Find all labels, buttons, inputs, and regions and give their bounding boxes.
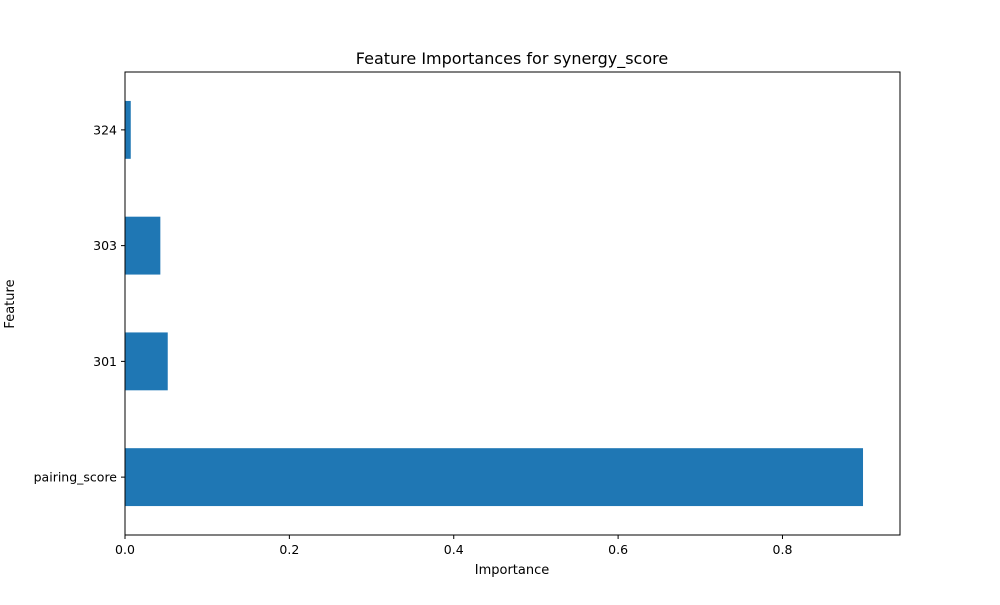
- y-tick-label: 303: [93, 238, 117, 253]
- bars-layer: [125, 100, 864, 507]
- bar-301: [125, 332, 168, 391]
- y-tick-label: 324: [93, 122, 117, 137]
- plot-frame: [124, 71, 901, 536]
- x-axis-label: Importance: [475, 563, 550, 578]
- x-tick-label: 0.4: [444, 542, 464, 557]
- ticks-layer: pairing_score 301 303 324 0.0 0.2 0.4 0.6 0.8: [34, 122, 793, 557]
- y-axis-label: Feature: [3, 279, 18, 328]
- x-tick-label: 0.6: [608, 542, 628, 557]
- y-tick-label: 301: [93, 354, 117, 369]
- y-tick-label: pairing_score: [34, 470, 118, 485]
- x-tick-label: 0.8: [773, 542, 793, 557]
- chart-title: Feature Importances for synergy_score: [356, 49, 668, 69]
- x-tick-label: 0.0: [115, 542, 135, 557]
- bar-324: [125, 100, 131, 159]
- bar-pairing_score: [125, 448, 864, 507]
- bar-303: [125, 216, 161, 275]
- x-tick-label: 0.2: [279, 542, 299, 557]
